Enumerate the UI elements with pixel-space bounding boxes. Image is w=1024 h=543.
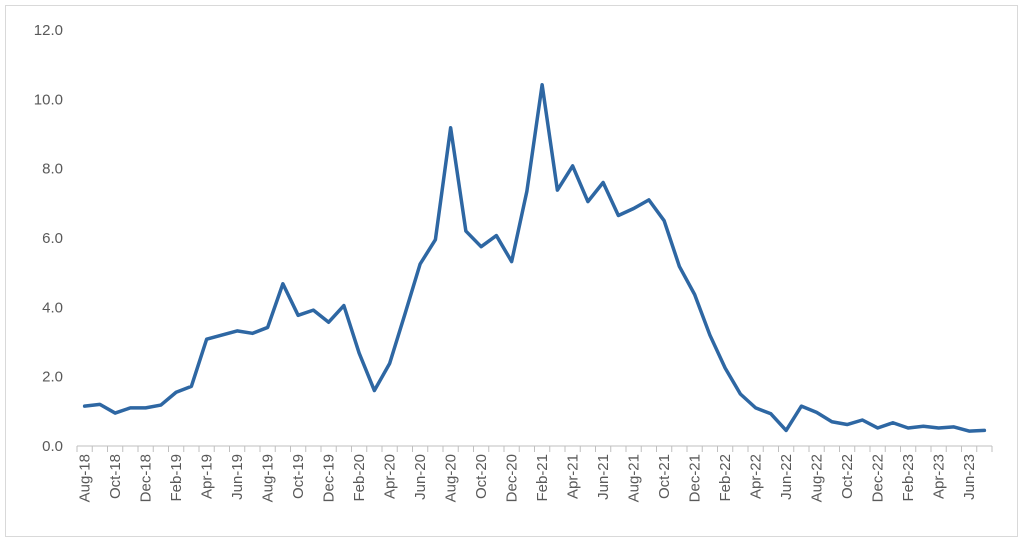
x-tick-label: Feb-21	[534, 454, 551, 502]
x-tick-label: Feb-22	[717, 454, 734, 502]
x-tick-label: Jun-21	[595, 454, 612, 500]
x-tick-label: Oct-22	[839, 454, 856, 499]
x-tick-label: Oct-18	[107, 454, 124, 499]
x-tick-label: Apr-19	[199, 454, 216, 499]
x-tick-label: Dec-20	[504, 454, 521, 502]
x-tick-label: Oct-20	[473, 454, 490, 499]
x-tick-label: Jun-22	[778, 454, 795, 500]
x-tick-label: Apr-23	[931, 454, 948, 499]
x-tick-label: Dec-21	[687, 454, 704, 502]
x-tick-label: Aug-22	[809, 454, 826, 502]
x-tick-label: Oct-21	[656, 454, 673, 499]
x-tick-label: Oct-19	[290, 454, 307, 499]
chart-frame	[5, 5, 1018, 537]
y-axis: 0.0 2.0 4.0 6.0 8.0 10.0 12.0	[34, 22, 63, 455]
y-tick-label: 0.0	[42, 438, 63, 455]
x-tick-label: Apr-22	[748, 454, 765, 499]
x-tick-label: Feb-20	[351, 454, 368, 502]
x-tick-label: Aug-18	[77, 454, 94, 502]
x-axis: Aug-18 Oct-18 Dec-18 Feb-19 Apr-19 Jun-19 Aug-…	[76, 445, 993, 502]
y-tick-label: 8.0	[42, 161, 63, 178]
x-tick-label: Aug-21	[626, 454, 643, 502]
x-tick-label: Dec-19	[321, 454, 338, 502]
plot-area	[82, 83, 987, 433]
x-tick-label: Apr-20	[382, 454, 399, 499]
series-line	[82, 83, 987, 433]
x-tick-label: Aug-19	[260, 454, 277, 502]
y-tick-label: 4.0	[42, 299, 63, 316]
x-tick-label: Apr-21	[565, 454, 582, 499]
x-tick-label: Jun-20	[412, 454, 429, 500]
y-tick-label: 2.0	[42, 369, 63, 386]
x-tick-label: Feb-23	[900, 454, 917, 502]
x-tick-label: Aug-20	[443, 454, 460, 502]
x-tick-label: Dec-22	[870, 454, 887, 502]
x-tick-label: Jun-19	[229, 454, 246, 500]
y-tick-label: 6.0	[42, 230, 63, 247]
x-tick-label: Dec-18	[138, 454, 155, 502]
x-tick-label: Jun-23	[961, 454, 978, 500]
y-tick-label: 12.0	[34, 22, 63, 39]
x-tick-label: Feb-19	[168, 454, 185, 502]
y-tick-label: 10.0	[34, 91, 63, 108]
